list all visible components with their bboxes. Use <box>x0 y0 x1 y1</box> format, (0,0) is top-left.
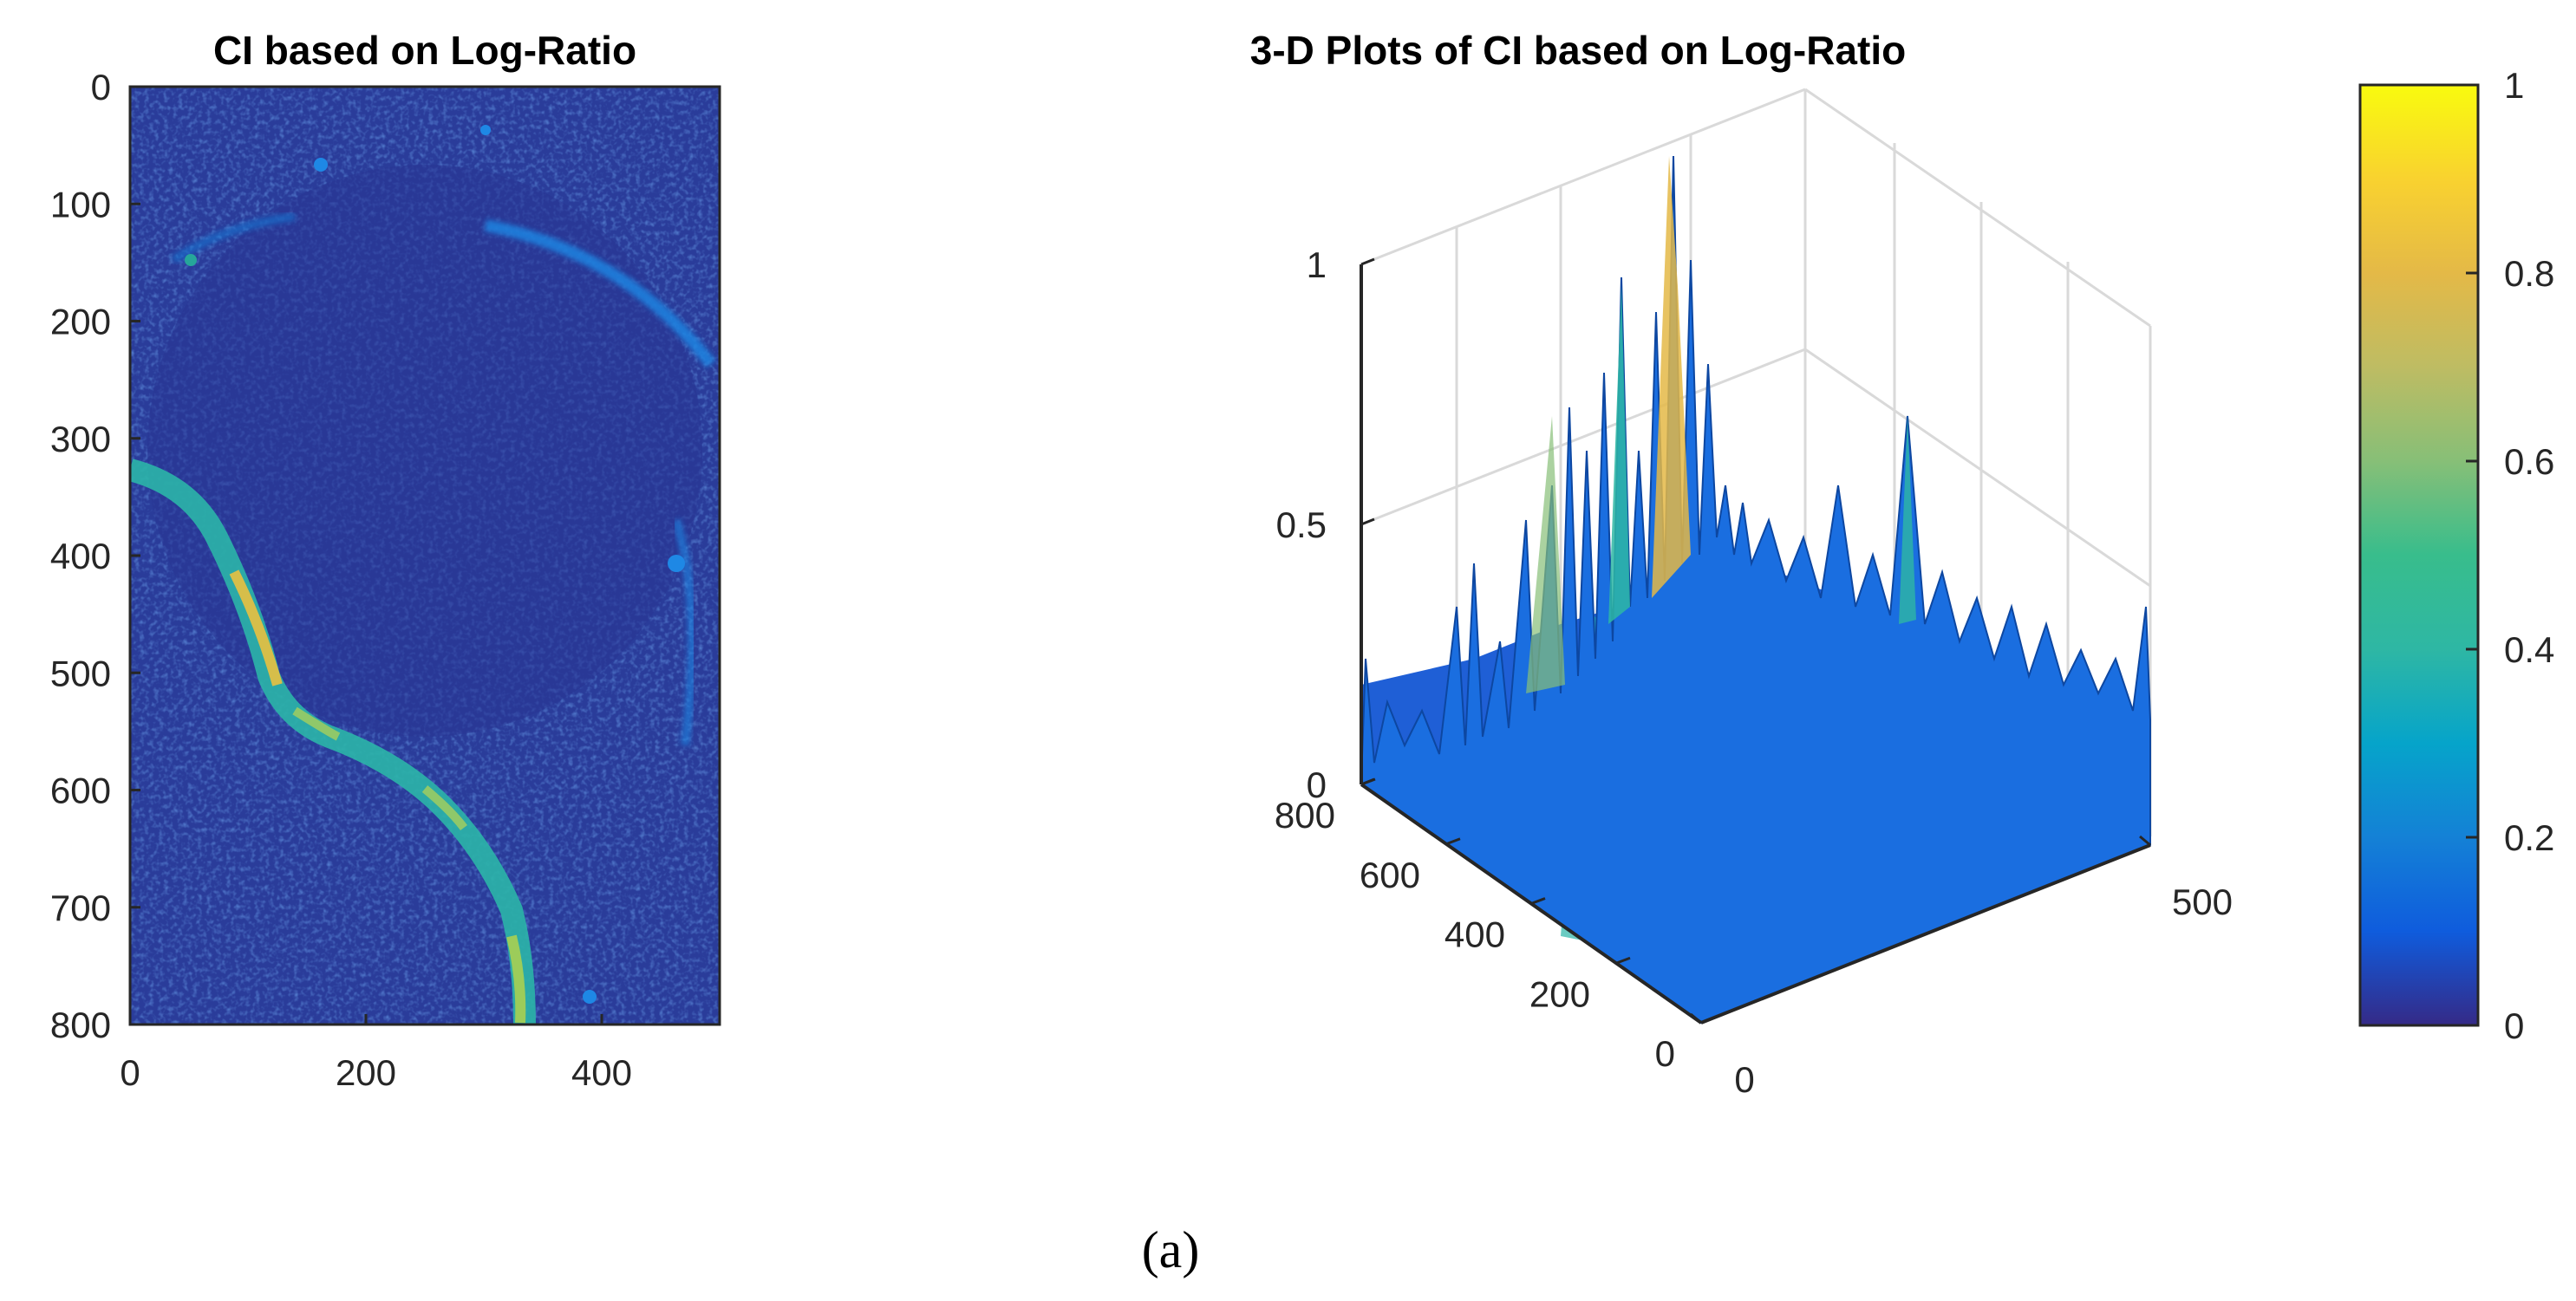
figure-caption: (a) <box>1142 1221 1200 1278</box>
surface-y-tick-mark <box>1530 897 1546 905</box>
surface-x-tick-label: 0 <box>1734 1059 1754 1100</box>
heatmap-x-tick-label: 400 <box>571 1052 632 1093</box>
heatmap-x-tick-label: 0 <box>120 1052 140 1093</box>
heatmap-image <box>130 87 720 1025</box>
surface-x-tick-mark <box>1690 1012 1702 1025</box>
surface-y-tick-mark <box>1445 837 1461 846</box>
colorbar-tick-label: 0.8 <box>2504 253 2554 294</box>
surface-y-tick-mark <box>1700 1016 1716 1025</box>
heatmap-y-tick-label: 300 <box>50 419 111 459</box>
surface-y-tick-label: 400 <box>1445 914 1505 955</box>
surface-y-tick-label: 600 <box>1360 855 1420 895</box>
surface-spikes <box>1360 155 2151 1025</box>
surface-x-ticks: 0 500 <box>1690 835 2233 1100</box>
surface-z-tick-label: 0 <box>1307 764 1327 805</box>
heatmap-y-tick-label: 0 <box>91 67 111 107</box>
surface-y-tick-mark <box>1360 777 1376 786</box>
surface-y-tick-label: 200 <box>1529 973 1590 1014</box>
heatmap-y-tick-label: 600 <box>50 771 111 811</box>
heatmap-y-ticks: 0 100 200 300 400 500 600 700 800 <box>50 67 140 1045</box>
colorbar-gradient <box>2358 83 2480 1027</box>
surface-z-tick-label: 0.5 <box>1276 504 1327 545</box>
surface-y-ticks: 0 200 400 600 800 <box>1275 777 1716 1074</box>
surface-chart: 3-D Plots of CI based on Log-Ratio <box>1250 28 2233 1100</box>
heatmap-x-tick-label: 200 <box>336 1052 396 1093</box>
heatmap-y-tick-label: 400 <box>50 536 111 576</box>
heatmap-y-tick-label: 700 <box>50 888 111 928</box>
colorbar-tick-label: 0.4 <box>2504 629 2554 670</box>
heatmap-y-tick-label: 200 <box>50 302 111 342</box>
colorbar: 0 0.2 0.4 0.6 0.8 1 <box>2358 65 2554 1046</box>
surface-x-tick-mark <box>2139 835 2151 847</box>
colorbar-tick-label: 0.2 <box>2504 817 2554 858</box>
surface-x-tick-label: 500 <box>2172 881 2233 922</box>
surface-z-tick-mark <box>1360 517 1375 526</box>
surface-y-tick-label: 0 <box>1655 1033 1675 1074</box>
colorbar-tick-label: 1 <box>2504 65 2524 106</box>
heatmap-y-tick-label: 100 <box>50 184 111 224</box>
heatmap-y-tick-label: 500 <box>50 653 111 693</box>
colorbar-tick-label: 0 <box>2504 1005 2524 1046</box>
colorbar-ticks: 0 0.2 0.4 0.6 0.8 1 <box>2466 65 2554 1046</box>
surface-y-tick-label: 800 <box>1275 795 1335 836</box>
surface-mesh <box>1360 155 2151 1025</box>
heatmap-x-ticks: 0 200 400 <box>120 1014 632 1093</box>
surface-title: 3-D Plots of CI based on Log-Ratio <box>1250 28 1906 73</box>
surface-z-ticks: 00.51 <box>1276 244 1375 805</box>
heatmap-y-tick-label: 800 <box>50 1005 111 1045</box>
surface-z-tick-label: 1 <box>1307 244 1327 285</box>
surface-z-tick-mark <box>1360 257 1375 266</box>
heatmap-title: CI based on Log-Ratio <box>213 28 636 73</box>
colorbar-tick-label: 0.6 <box>2504 441 2554 482</box>
surface-y-tick-mark <box>1615 956 1631 965</box>
